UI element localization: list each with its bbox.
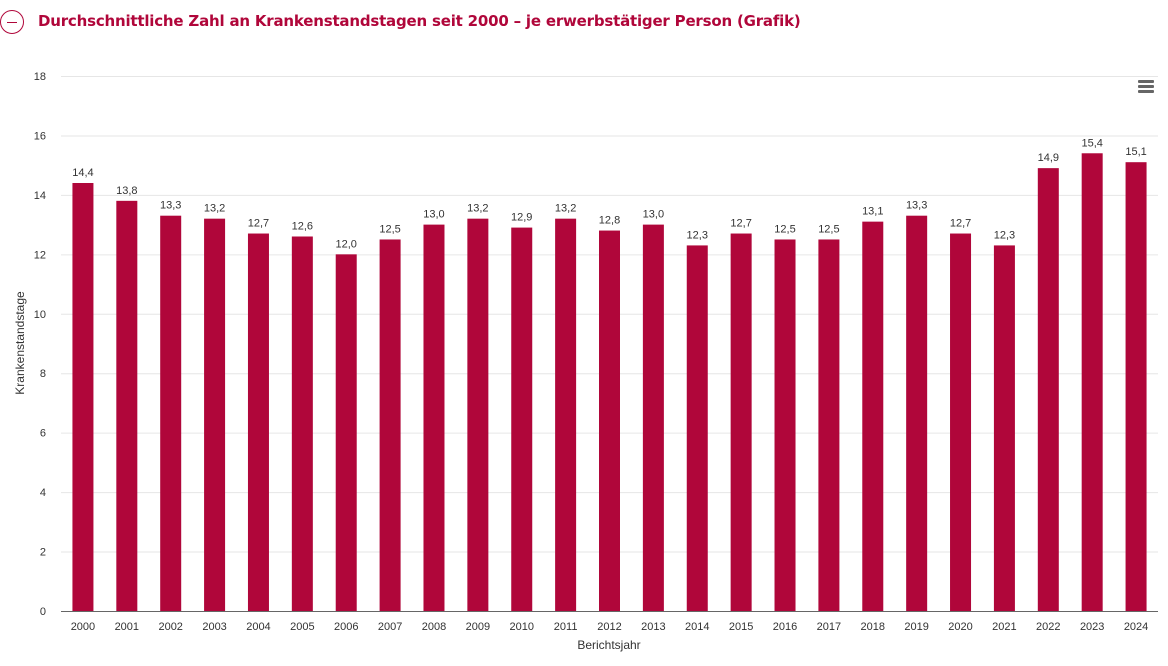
data-label: 13,2 [204,203,225,215]
chart-title: Durchschnittliche Zahl an Krankenstandst… [38,12,801,30]
data-label: 12,8 [599,215,620,227]
x-tick-label: 2015 [729,621,753,633]
x-tick-label: 2016 [773,621,797,633]
y-tick-label: 10 [34,309,46,321]
hamburger-menu-icon [1138,80,1154,83]
bar-2015[interactable] [730,233,752,611]
bar-2011[interactable] [555,218,577,611]
bar-2019[interactable] [906,215,928,611]
data-label: 12,5 [379,223,400,235]
x-tick-label: 2001 [115,621,139,633]
data-label: 12,5 [818,223,839,235]
bar-2014[interactable] [686,245,708,611]
data-labels: 14,4 13,8 13,3 13,2 12,7 12,6 12,0 12,5 13,0 13,2… [72,137,1147,250]
bar-2005[interactable] [291,236,313,612]
data-label: 12,5 [774,223,795,235]
data-label: 12,0 [336,238,357,250]
y-tick-label: 6 [40,428,46,440]
bar-2017[interactable] [818,239,840,611]
data-label: 12,6 [292,221,313,233]
data-label: 12,7 [950,218,971,230]
data-label: 12,3 [994,229,1015,241]
data-label: 13,0 [423,209,444,221]
bar-2002[interactable] [160,215,182,611]
bar-2022[interactable] [1037,168,1059,611]
x-tick-label: 2011 [554,621,578,633]
x-tick-label: 2023 [1080,621,1104,633]
data-label: 13,2 [467,203,488,215]
bar-2013[interactable] [642,224,664,611]
chart-context-menu-button[interactable] [1137,80,1155,94]
x-tick-label: 2019 [904,621,928,633]
data-label: 12,3 [687,229,708,241]
collapse-toggle-button[interactable] [0,10,24,34]
data-label: 12,9 [511,212,532,224]
x-tick-label: 2003 [202,621,226,633]
x-tick-label: 2005 [290,621,314,633]
data-label: 13,1 [862,206,883,218]
x-tick-label: 2004 [246,621,270,633]
y-tick-label: 12 [34,249,46,261]
data-label: 14,4 [72,167,93,179]
x-tick-label: 2010 [509,621,533,633]
bar-2021[interactable] [993,245,1015,611]
data-label: 13,3 [906,200,927,212]
x-tick-label: 2009 [466,621,490,633]
x-tick-label: 2018 [861,621,885,633]
data-label: 12,7 [248,218,269,230]
x-tick-label: 2022 [1036,621,1060,633]
bar-2004[interactable] [247,233,269,611]
gridlines [61,76,1158,553]
y-axis-title: Krankenstandstage [13,291,27,395]
y-tick-label: 16 [34,130,46,142]
y-tick-label: 2 [40,547,46,559]
x-tick-label: 2008 [422,621,446,633]
bars [72,153,1147,612]
y-tick-label: 0 [40,606,46,618]
bar-2018[interactable] [862,221,884,611]
bar-2008[interactable] [423,224,445,611]
x-tick-label: 2017 [817,621,841,633]
bar-2020[interactable] [950,233,972,611]
x-tick-label: 2000 [71,621,95,633]
x-tick-label: 2020 [948,621,972,633]
x-tick-label: 2006 [334,621,358,633]
data-label: 12,7 [730,218,751,230]
x-tick-label: 2013 [641,621,665,633]
bar-2010[interactable] [511,227,533,612]
data-label: 15,4 [1081,137,1102,149]
x-tick-label: 2021 [992,621,1016,633]
y-tick-label: 18 [34,71,46,83]
x-tick-label: 2002 [158,621,182,633]
bar-2024[interactable] [1125,162,1147,611]
x-tick-label: 2012 [597,621,621,633]
x-axis-title: Berichtsjahr [577,638,640,652]
data-label: 13,2 [555,203,576,215]
bar-2016[interactable] [774,239,796,611]
data-label: 13,0 [643,209,664,221]
x-axis-ticks: 2000 2001 2002 2003 2004 2005 2006 2007 2008 2009… [71,621,1149,633]
bar-2009[interactable] [467,218,489,611]
data-label: 14,9 [1038,152,1059,164]
x-tick-label: 2024 [1124,621,1148,633]
x-tick-label: 2014 [685,621,709,633]
x-tick-label: 2007 [378,621,402,633]
bar-2003[interactable] [204,218,226,611]
bar-2007[interactable] [379,239,401,611]
bar-2001[interactable] [116,200,138,612]
y-tick-label: 8 [40,368,46,380]
data-label: 13,8 [116,185,137,197]
bar-2000[interactable] [72,183,94,611]
bar-2006[interactable] [335,254,357,612]
y-tick-label: 4 [40,487,46,499]
data-label: 13,3 [160,200,181,212]
y-tick-label: 14 [34,190,46,202]
bar-2012[interactable] [599,230,620,612]
data-label: 15,1 [1125,146,1146,158]
bar-2023[interactable] [1081,153,1103,611]
y-axis-ticks: 0 2 4 6 8 10 12 14 16 18 [34,71,46,618]
